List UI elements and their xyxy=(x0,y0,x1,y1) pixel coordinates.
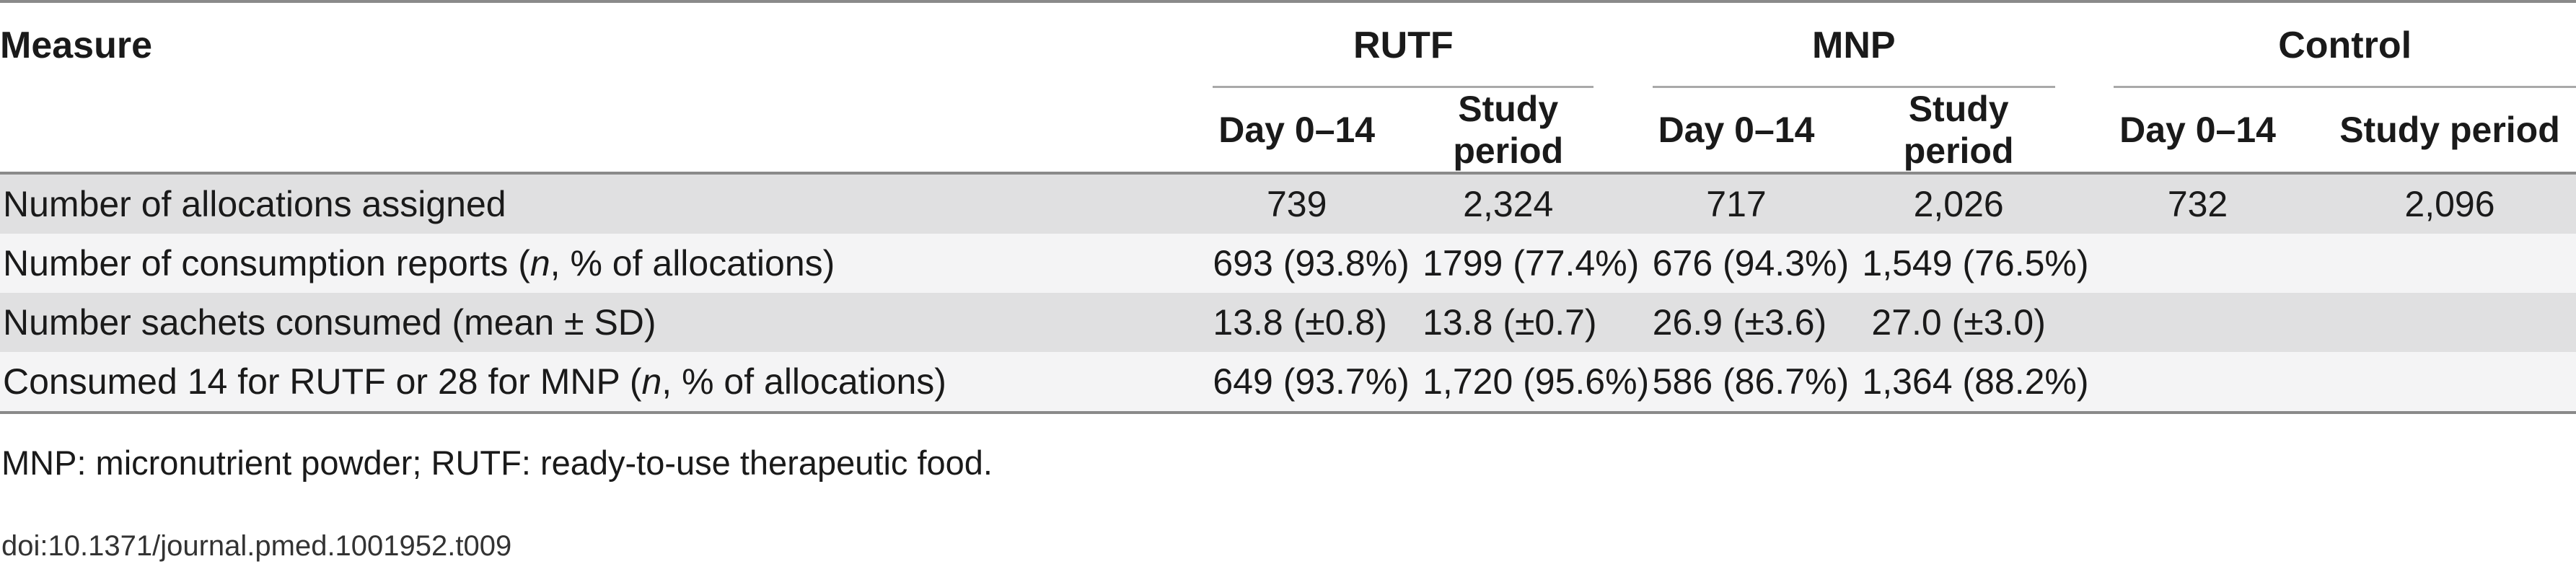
doi-link[interactable]: doi:10.1371/journal.pmed.1001952.t009 xyxy=(1,530,512,562)
subheader-row: Day 0–14 Study period Day 0–14 Study per… xyxy=(0,88,2576,175)
table-row: Consumed 14 for RUTF or 28 for MNP (n, %… xyxy=(0,352,2576,414)
table-row: Number sachets consumed (mean ± SD) 13.8… xyxy=(0,293,2576,352)
group-header-rutf: RUTF xyxy=(1213,3,1594,88)
subheader-rutf-study: Study period xyxy=(1423,88,1594,175)
table-cell: 13.8 (±0.7) xyxy=(1423,293,1597,352)
table-footnote: MNP: micronutrient powder; RUTF: ready-t… xyxy=(1,444,993,482)
table-cell: 1,364 (88.2%) xyxy=(1862,352,2089,414)
table-cell: 732 xyxy=(2114,173,2282,234)
group-header-mnp: MNP xyxy=(1652,3,2055,88)
group-header-row: Measure RUTF MNP Control xyxy=(0,3,2576,88)
table-cell xyxy=(2323,293,2576,352)
table-cell: 693 (93.8%) xyxy=(1213,234,1410,293)
table-cell xyxy=(2114,234,2282,293)
row-label: Number of consumption reports (n, % of a… xyxy=(0,234,1213,293)
table-cell xyxy=(2323,234,2576,293)
table-cell: 1,720 (95.6%) xyxy=(1423,352,1649,414)
subheader-control-study: Study period xyxy=(2323,88,2576,175)
subheader-mnp-study: Study period xyxy=(1862,88,2055,175)
table-cell: 649 (93.7%) xyxy=(1213,352,1410,414)
table-cell: 26.9 (±3.6) xyxy=(1652,293,1827,352)
measure-header: Measure xyxy=(0,25,152,66)
subheader-mnp-day: Day 0–14 xyxy=(1652,88,1821,175)
table-cell: 1799 (77.4%) xyxy=(1423,234,1639,293)
row-label: Number sachets consumed (mean ± SD) xyxy=(0,293,1213,352)
table-cell: 13.8 (±0.8) xyxy=(1213,293,1387,352)
table-cell xyxy=(2114,293,2282,352)
table-cell: 2,096 xyxy=(2323,173,2576,234)
group-header-control: Control xyxy=(2114,3,2576,88)
subheader-control-day: Day 0–14 xyxy=(2114,88,2282,175)
table-cell: 2,026 xyxy=(1862,173,2055,234)
results-table: Measure RUTF MNP Control Day 0–14 Study … xyxy=(0,0,2576,414)
row-label: Consumed 14 for RUTF or 28 for MNP (n, %… xyxy=(0,352,1213,414)
table-cell: 27.0 (±3.0) xyxy=(1862,293,2055,352)
table-cell xyxy=(2323,352,2576,414)
table-cell: 586 (86.7%) xyxy=(1652,352,1849,414)
row-label: Number of allocations assigned xyxy=(0,173,1213,234)
table-cell: 717 xyxy=(1652,173,1821,234)
table-cell: 739 xyxy=(1213,173,1381,234)
table-cell: 676 (94.3%) xyxy=(1652,234,1849,293)
table-row: Number of consumption reports (n, % of a… xyxy=(0,234,2576,293)
table-cell: 2,324 xyxy=(1423,173,1594,234)
table-cell xyxy=(2114,352,2282,414)
subheader-rutf-day: Day 0–14 xyxy=(1213,88,1381,175)
table-cell: 1,549 (76.5%) xyxy=(1862,234,2089,293)
table-row: Number of allocations assigned 739 2,324… xyxy=(0,173,2576,234)
